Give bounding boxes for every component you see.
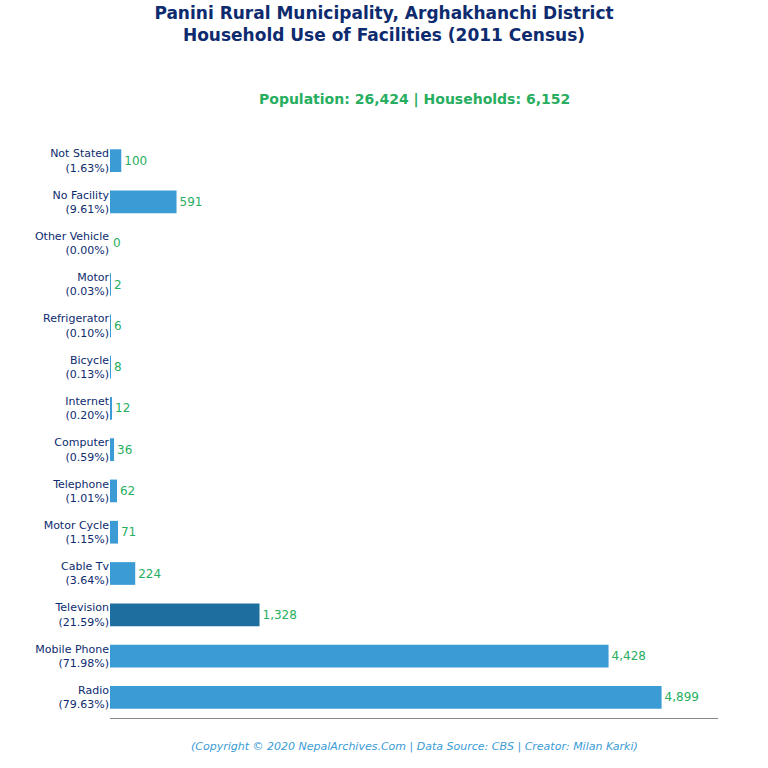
svg-text:8: 8 <box>114 360 122 374</box>
svg-text:71: 71 <box>121 525 136 539</box>
svg-text:Refrigerator(0.10%): Refrigerator(0.10%) <box>43 312 109 339</box>
svg-text:Radio(79.63%): Radio(79.63%) <box>58 684 109 711</box>
svg-text:4,899: 4,899 <box>665 690 699 704</box>
svg-text:36: 36 <box>117 443 132 457</box>
svg-text:Computer(0.59%): Computer(0.59%) <box>54 436 109 463</box>
svg-text:Telephone(1.01%): Telephone(1.01%) <box>52 478 109 505</box>
svg-text:(Copyright © 2020 NepalArchive: (Copyright © 2020 NepalArchives.Com | Da… <box>191 740 638 753</box>
svg-text:1,328: 1,328 <box>263 608 297 622</box>
svg-text:4,428: 4,428 <box>612 649 646 663</box>
svg-text:0: 0 <box>113 236 121 250</box>
svg-text:Population: 26,424 | Household: Population: 26,424 | Households: 6,152 <box>259 91 570 108</box>
svg-text:224: 224 <box>138 567 161 581</box>
svg-text:Bicycle(0.13%): Bicycle(0.13%) <box>65 354 109 381</box>
svg-text:Motor Cycle(1.15%): Motor Cycle(1.15%) <box>44 519 110 546</box>
svg-text:Motor(0.03%): Motor(0.03%) <box>65 271 109 298</box>
svg-text:100: 100 <box>124 154 147 168</box>
svg-text:12: 12 <box>115 401 130 415</box>
svg-text:Other Vehicle(0.00%): Other Vehicle(0.00%) <box>35 230 109 257</box>
svg-text:Internet(0.20%): Internet(0.20%) <box>65 395 109 422</box>
svg-text:6: 6 <box>114 319 122 333</box>
svg-text:Panini Rural Municipality, Arg: Panini Rural Municipality, Arghakhanchi … <box>154 3 613 45</box>
svg-text:2: 2 <box>114 278 122 292</box>
svg-text:62: 62 <box>120 484 135 498</box>
svg-text:Television(21.59%): Television(21.59%) <box>55 601 110 628</box>
svg-text:Cable Tv(3.64%): Cable Tv(3.64%) <box>61 560 109 587</box>
svg-text:591: 591 <box>180 195 203 209</box>
svg-text:Mobile Phone(71.98%): Mobile Phone(71.98%) <box>35 643 109 670</box>
svg-text:No Facility(9.61%): No Facility(9.61%) <box>52 189 109 216</box>
svg-text:Not Stated(1.63%): Not Stated(1.63%) <box>50 147 109 174</box>
